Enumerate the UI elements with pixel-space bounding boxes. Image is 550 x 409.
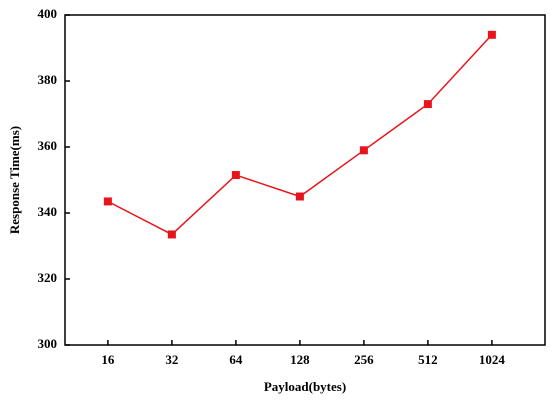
y-axis-label: Response Time(ms) [7,126,22,234]
y-tick-label: 400 [38,6,58,21]
x-tick-label: 1024 [479,352,506,367]
x-tick-label: 32 [165,352,178,367]
y-tick-label: 320 [38,270,58,285]
plot-frame [64,14,546,346]
point [359,146,368,155]
y-tick-label: 380 [38,72,58,87]
x-tick-label: 16 [101,352,115,367]
point [487,30,496,39]
point [231,171,240,180]
x-tick-label: 64 [229,352,243,367]
x-axis-label: Payload(bytes) [264,379,346,394]
point [295,192,304,201]
y-tick-label: 300 [38,336,58,351]
point [103,197,112,206]
series-line [107,34,493,236]
x-tick-label: 256 [354,352,374,367]
point [167,230,176,239]
x-tick-label: 128 [290,352,310,367]
y-tick-label: 340 [38,204,58,219]
y-tick-label: 360 [38,138,58,153]
point [423,100,432,109]
x-tick-label: 512 [418,352,438,367]
